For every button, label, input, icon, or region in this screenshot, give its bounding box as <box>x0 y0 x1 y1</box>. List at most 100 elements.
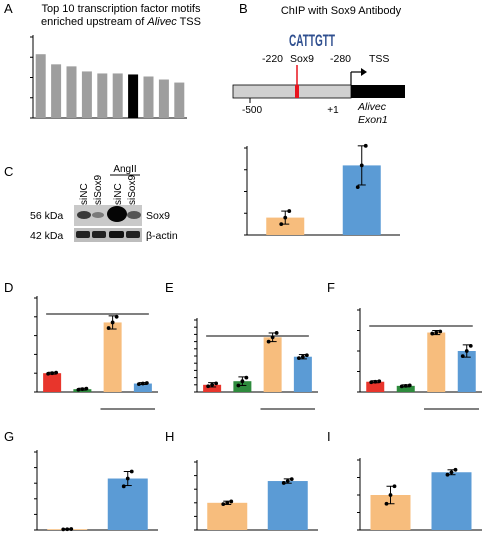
data-point <box>384 501 389 506</box>
chart-b <box>244 143 400 236</box>
bar-sisox9 <box>396 385 415 392</box>
bar-pcdnactrl <box>266 217 305 235</box>
protein-label-sox9: Sox9 <box>146 210 170 222</box>
bar-sinc <box>203 384 222 392</box>
bar-foxd3 <box>174 82 185 118</box>
panel-a-title-gene: Alivec <box>146 16 177 28</box>
bar-sinc <box>43 373 62 392</box>
data-point <box>377 379 382 384</box>
data-point <box>61 527 66 532</box>
data-point <box>363 143 368 148</box>
exon-label-exon: Exon1 <box>358 114 388 126</box>
panel-letter-i: I <box>327 429 331 444</box>
data-point <box>392 484 397 489</box>
bar-sinc <box>263 337 282 392</box>
data-point <box>279 222 284 227</box>
lane-label-1: siNC <box>79 183 90 205</box>
bar-fox11 <box>66 66 77 118</box>
data-point <box>453 467 458 472</box>
data-point <box>359 163 364 168</box>
tss-arrowhead <box>361 68 367 76</box>
size-label-42kda: 42 kDa <box>30 230 63 242</box>
data-point <box>283 215 288 220</box>
data-point <box>468 343 473 348</box>
chart-a <box>30 35 187 119</box>
data-point <box>106 326 111 330</box>
lane-label-3: siNC <box>113 183 124 205</box>
position-minus-500: -500 <box>242 105 262 116</box>
data-point <box>373 379 378 384</box>
data-point <box>407 383 412 388</box>
data-point <box>287 209 292 213</box>
data-point <box>399 384 404 389</box>
bar-pcdnactrl <box>207 502 248 530</box>
bar-sisox9 <box>457 351 476 392</box>
data-point <box>449 470 454 475</box>
data-point <box>438 329 443 334</box>
chart-d <box>34 296 158 410</box>
data-point <box>434 330 439 335</box>
data-point <box>214 381 219 386</box>
band-actin-3 <box>109 231 124 238</box>
data-point <box>355 185 360 190</box>
panel-letter-h: H <box>165 429 174 444</box>
data-point <box>46 371 51 376</box>
data-point <box>80 387 85 392</box>
data-point <box>121 484 126 489</box>
data-point <box>136 382 141 387</box>
data-point <box>84 386 89 391</box>
band-sox9-2 <box>92 212 104 218</box>
panel-letter-f: F <box>327 280 335 295</box>
data-point <box>403 383 408 388</box>
panel-a-title-post: TSS <box>177 16 201 28</box>
data-point <box>240 379 245 384</box>
sox9-motif-logo: CATTGTT <box>289 31 335 50</box>
data-point <box>464 349 469 353</box>
position-plus-1: +1 <box>327 105 339 116</box>
data-point <box>369 380 374 385</box>
bar-sisox9 <box>233 381 252 392</box>
panel-letter-c: C <box>4 164 13 179</box>
bar-sinc <box>427 332 446 392</box>
data-point <box>281 481 286 485</box>
chart-f <box>357 308 482 410</box>
band-actin-2 <box>92 231 106 238</box>
data-point <box>285 479 290 483</box>
data-point <box>300 354 305 359</box>
panel-letter-e: E <box>165 280 174 295</box>
band-sox9-1 <box>77 211 91 219</box>
panel-b-title: ChIP with Sox9 Antibody <box>281 5 402 17</box>
size-label-56kda: 56 kDa <box>30 210 63 222</box>
data-point <box>69 527 74 531</box>
lane-label-2: siSox9 <box>93 175 104 205</box>
data-point <box>304 353 309 358</box>
bar-ar <box>158 79 169 118</box>
data-point <box>266 339 271 344</box>
data-point <box>445 472 450 477</box>
panel-a-title-line1: Top 10 transcription factor motifs <box>42 3 201 15</box>
panel-a-title-pre: enriched upstream of <box>41 16 147 28</box>
bar-pcdnasox9 <box>267 481 308 530</box>
panel-a-title-line2: enriched upstream of Alivec TSS <box>41 16 201 28</box>
data-point <box>76 387 81 392</box>
data-point <box>274 331 279 335</box>
bar-sisox9 <box>133 383 152 392</box>
panel-letter-d: D <box>4 280 13 295</box>
data-point <box>210 382 215 387</box>
chart-i <box>357 458 482 531</box>
data-point <box>221 502 226 507</box>
sox9-binding-site <box>295 85 299 98</box>
bar-sinc <box>103 322 122 392</box>
band-actin-1 <box>76 231 90 238</box>
data-point <box>50 371 55 376</box>
data-point <box>229 499 234 504</box>
bar-sry <box>81 71 92 118</box>
data-point <box>125 476 130 481</box>
panel-letter-g: G <box>4 429 14 444</box>
tss-label: TSS <box>369 53 389 65</box>
bar-sisox9 <box>293 356 312 392</box>
bar-foxa1 <box>51 64 62 118</box>
sox9-site-label: Sox9 <box>290 53 314 65</box>
band-sox9-4 <box>127 211 141 219</box>
data-point <box>206 384 211 389</box>
